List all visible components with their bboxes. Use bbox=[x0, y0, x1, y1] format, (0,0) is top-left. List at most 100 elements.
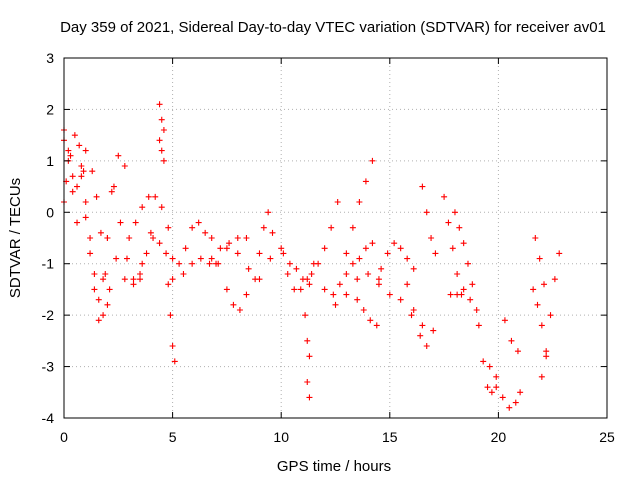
data-point bbox=[354, 276, 361, 283]
data-point bbox=[460, 286, 467, 293]
data-point bbox=[202, 229, 209, 236]
data-point bbox=[139, 204, 146, 211]
series-t16 bbox=[180, 255, 222, 277]
data-point bbox=[547, 312, 554, 319]
plot-frame bbox=[63, 57, 608, 419]
data-point bbox=[291, 286, 298, 293]
data-point bbox=[130, 281, 137, 288]
data-point bbox=[236, 307, 243, 313]
series-t15 bbox=[169, 219, 215, 283]
data-point bbox=[417, 332, 424, 339]
data-point bbox=[469, 281, 476, 288]
series-t18 bbox=[213, 245, 285, 283]
series-t9 bbox=[104, 229, 154, 288]
data-point bbox=[87, 235, 94, 241]
data-point bbox=[304, 337, 311, 344]
data-point bbox=[486, 363, 493, 370]
data-point bbox=[306, 394, 313, 401]
series-t19 bbox=[223, 286, 250, 313]
data-point bbox=[104, 235, 111, 241]
data-point bbox=[180, 271, 187, 277]
data-point bbox=[102, 271, 109, 277]
data-point bbox=[147, 229, 154, 236]
data-point bbox=[113, 255, 120, 262]
data-point bbox=[543, 348, 550, 355]
data-point bbox=[265, 209, 272, 216]
series-t33 bbox=[419, 183, 439, 257]
data-point bbox=[432, 250, 439, 257]
data-point bbox=[286, 260, 293, 267]
data-point bbox=[349, 260, 356, 267]
data-point bbox=[145, 193, 152, 200]
data-point bbox=[551, 276, 558, 283]
data-point bbox=[206, 260, 213, 267]
data-point bbox=[365, 271, 372, 277]
data-point bbox=[234, 235, 241, 241]
data-point bbox=[460, 240, 467, 247]
data-point bbox=[104, 301, 111, 308]
data-point bbox=[475, 322, 482, 329]
data-point bbox=[321, 286, 328, 293]
y-tick-label: 0 bbox=[46, 204, 54, 220]
data-point bbox=[378, 265, 385, 272]
data-point bbox=[150, 235, 157, 241]
data-point bbox=[293, 265, 300, 272]
data-point bbox=[375, 281, 382, 288]
x-axis-title: GPS time / hours bbox=[277, 458, 391, 475]
data-point bbox=[384, 250, 391, 257]
data-point bbox=[332, 301, 339, 308]
series-t21 bbox=[280, 250, 313, 288]
series-t40 bbox=[530, 286, 550, 355]
series-t26 bbox=[330, 240, 376, 298]
data-point bbox=[95, 317, 102, 324]
y-axis-title: SDTVAR / TECUs bbox=[7, 178, 24, 298]
data-point bbox=[501, 317, 508, 324]
y-tick-label: -3 bbox=[42, 359, 55, 375]
series-t22 bbox=[284, 260, 317, 293]
data-point bbox=[126, 235, 133, 241]
data-point bbox=[423, 209, 430, 216]
data-point bbox=[110, 183, 117, 190]
series-t24 bbox=[304, 379, 313, 401]
data-point bbox=[137, 276, 144, 283]
data-point bbox=[130, 276, 137, 283]
data-point bbox=[115, 152, 122, 159]
data-point bbox=[454, 271, 461, 277]
data-point bbox=[493, 384, 500, 391]
data-point bbox=[506, 404, 513, 411]
data-point bbox=[121, 163, 128, 169]
data-point bbox=[121, 276, 128, 283]
data-point bbox=[217, 245, 224, 252]
data-point bbox=[243, 291, 250, 298]
data-point bbox=[89, 168, 96, 175]
data-point bbox=[176, 260, 183, 267]
data-point bbox=[410, 307, 417, 313]
data-point bbox=[158, 116, 165, 123]
data-point bbox=[328, 224, 335, 231]
y-tick-label: -4 bbox=[42, 410, 55, 426]
data-point bbox=[171, 358, 178, 365]
data-point bbox=[306, 353, 313, 360]
data-point bbox=[234, 250, 241, 257]
data-point bbox=[165, 281, 172, 288]
data-point bbox=[80, 168, 87, 175]
series-t4 bbox=[78, 173, 111, 319]
data-point bbox=[156, 137, 163, 144]
data-point bbox=[158, 147, 165, 154]
data-point bbox=[106, 286, 113, 293]
data-point bbox=[499, 394, 506, 401]
series-t35 bbox=[451, 209, 476, 288]
data-point bbox=[306, 281, 313, 288]
data-point bbox=[484, 384, 491, 391]
series-t28 bbox=[343, 157, 376, 257]
data-point bbox=[369, 157, 376, 164]
data-point bbox=[91, 286, 98, 293]
data-point bbox=[356, 255, 363, 262]
data-point bbox=[123, 255, 130, 262]
data-point bbox=[189, 224, 196, 231]
data-point bbox=[169, 255, 176, 262]
data-point bbox=[512, 399, 519, 406]
data-point bbox=[408, 312, 415, 319]
data-point bbox=[315, 260, 322, 267]
data-point bbox=[163, 250, 170, 257]
